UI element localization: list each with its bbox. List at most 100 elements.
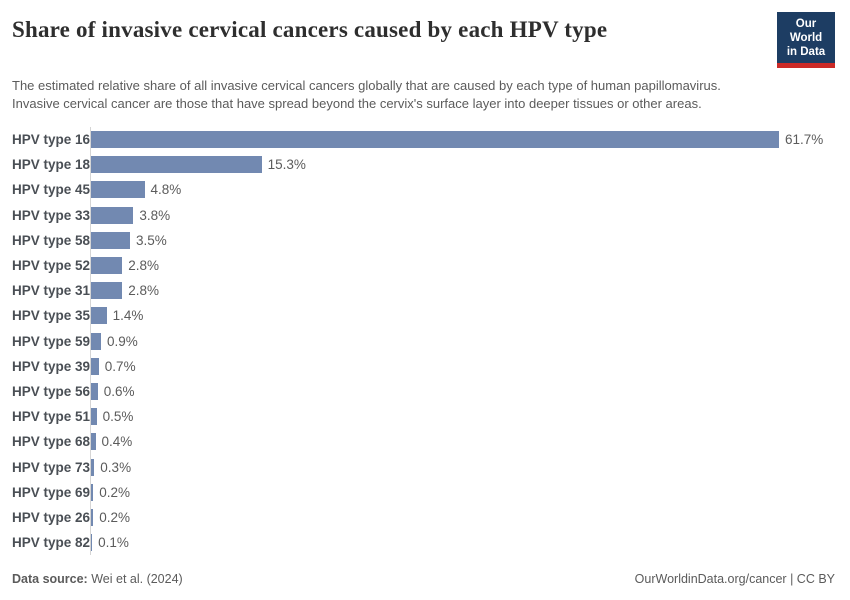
bar (91, 156, 262, 174)
bar-track: 0.6% (90, 378, 835, 405)
category-label: HPV type 45 (12, 182, 91, 198)
value-label: 4.8% (150, 182, 182, 198)
bar-row: HPV type 69 0.2% (12, 479, 835, 505)
category-label: HPV type 69 (12, 484, 91, 500)
bar-track: 0.4% (90, 429, 835, 455)
category-label: HPV type 33 (12, 207, 91, 223)
bar-track: 0.3% (90, 454, 835, 480)
category-label: HPV type 16 (12, 132, 91, 148)
value-label: 0.4% (101, 434, 133, 450)
owid-logo[interactable]: Our World in Data (777, 12, 835, 68)
bar (91, 257, 123, 275)
bar-track: 1.4% (90, 303, 835, 329)
category-label: HPV type 31 (12, 283, 91, 299)
value-label: 2.8% (128, 283, 159, 299)
chart-subtitle: The estimated relative share of all inva… (12, 78, 721, 111)
category-label: HPV type 68 (12, 434, 91, 450)
category-label: HPV type 52 (12, 258, 91, 274)
bar-row: HPV type 52 2.8% (12, 252, 835, 279)
bar-track: 61.7% (90, 127, 835, 153)
bar (91, 282, 123, 300)
bar-row: HPV type 56 0.6% (12, 378, 835, 405)
bar (91, 332, 101, 350)
bar (91, 181, 145, 199)
logo-line-1: Our World (789, 18, 823, 44)
bar (91, 534, 93, 552)
value-label: 0.2% (99, 484, 130, 500)
bar-track: 0.2% (90, 479, 835, 505)
value-label: 0.3% (100, 459, 132, 475)
bar-track: 0.9% (90, 328, 835, 354)
category-label: HPV type 51 (12, 409, 91, 425)
license-label: CC BY (796, 572, 835, 586)
bar (91, 206, 134, 224)
bar-row: HPV type 26 0.2% (12, 504, 835, 530)
bar (91, 508, 94, 526)
bar-track: 2.8% (90, 252, 835, 279)
bar-track: 0.1% (90, 530, 835, 556)
value-label: 1.4% (112, 308, 144, 324)
bar-track: 2.8% (90, 278, 835, 304)
attribution-separator: | (786, 572, 797, 586)
bar-row: HPV type 68 0.4% (12, 429, 835, 455)
data-source-label: Data source: (12, 572, 88, 586)
bar-chart: HPV type 16 61.7% HPV type 18 15.3% HPV … (12, 127, 835, 556)
bar-row: HPV type 33 3.8% (12, 202, 835, 228)
attribution: OurWorldinData.org/cancer | CC BY (635, 572, 835, 586)
bar (91, 483, 94, 501)
value-label: 2.8% (128, 258, 159, 274)
category-label: HPV type 35 (12, 308, 91, 324)
data-source-value: Wei et al. (2024) (91, 572, 183, 586)
owid-url-link[interactable]: OurWorldinData.org/cancer (634, 572, 787, 586)
bar-row: HPV type 82 0.1% (12, 530, 835, 556)
bar-row: HPV type 51 0.5% (12, 404, 835, 430)
category-label: HPV type 26 (12, 509, 91, 525)
category-label: HPV type 56 (12, 383, 91, 399)
page-title: Share of invasive cervical cancers cause… (12, 17, 608, 42)
value-label: 0.2% (99, 509, 130, 525)
value-label: 0.9% (107, 333, 138, 349)
category-label: HPV type 58 (12, 232, 91, 248)
bar (91, 357, 99, 375)
bar-track: 3.5% (90, 227, 835, 253)
value-label: 15.3% (267, 157, 306, 173)
bar (91, 231, 130, 249)
bar-track: 0.5% (90, 404, 835, 430)
header: Share of invasive cervical cancers cause… (12, 10, 835, 68)
bar-row: HPV type 31 2.8% (12, 278, 835, 304)
bar-track: 4.8% (90, 177, 835, 203)
value-label: 3.5% (136, 232, 167, 248)
bar (91, 131, 779, 149)
bar-row: HPV type 35 1.4% (12, 303, 835, 329)
bar (91, 307, 107, 325)
category-label: HPV type 82 (12, 535, 91, 551)
bar-row: HPV type 73 0.3% (12, 454, 835, 480)
value-label: 0.7% (104, 358, 136, 374)
bar (91, 458, 95, 476)
value-label: 0.1% (98, 535, 129, 551)
category-label: HPV type 18 (12, 157, 91, 173)
bar-row: HPV type 39 0.7% (12, 353, 835, 379)
footer: Data source: Wei et al. (2024) OurWorldi… (12, 564, 835, 586)
bar-track: 15.3% (90, 152, 835, 178)
category-label: HPV type 59 (12, 333, 91, 349)
bar-track: 0.2% (90, 504, 835, 530)
bar (91, 382, 98, 400)
category-label: HPV type 39 (12, 358, 91, 374)
logo-line-2: in Data (786, 46, 826, 58)
bar-row: HPV type 18 15.3% (12, 152, 835, 178)
value-label: 61.7% (785, 132, 824, 148)
category-label: HPV type 73 (12, 459, 91, 475)
bar-track: 0.7% (90, 353, 835, 379)
value-label: 0.5% (102, 409, 134, 425)
bar-row: HPV type 58 3.5% (12, 227, 835, 253)
bar-row: HPV type 16 61.7% (12, 127, 835, 153)
bar (91, 433, 96, 451)
bar-track: 3.8% (90, 202, 835, 228)
value-label: 3.8% (139, 207, 171, 223)
bar-row: HPV type 45 4.8% (12, 177, 835, 203)
bar (91, 408, 97, 426)
data-source: Data source: Wei et al. (2024) (12, 572, 183, 586)
bar-row: HPV type 59 0.9% (12, 328, 835, 354)
